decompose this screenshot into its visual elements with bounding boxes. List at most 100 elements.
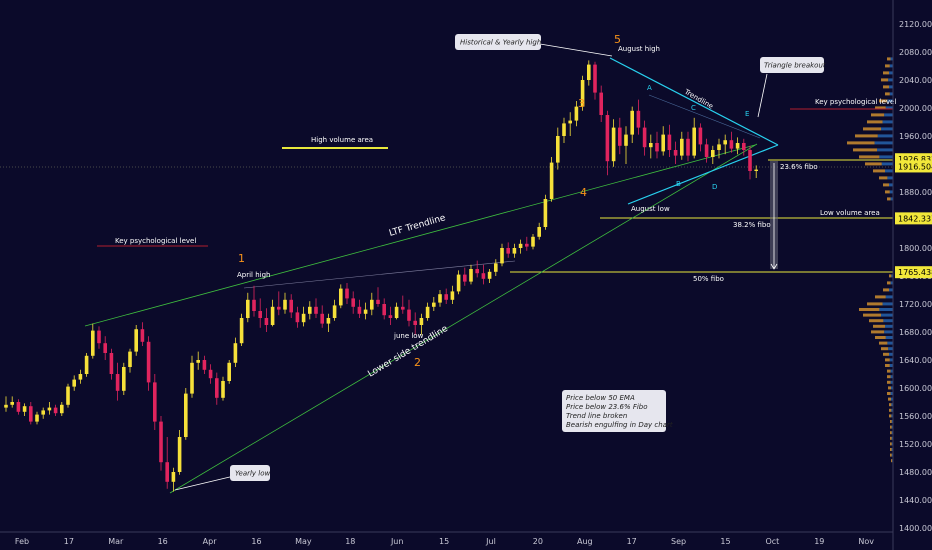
time-tick-label: Oct bbox=[765, 537, 779, 546]
volume-profile-bar bbox=[879, 99, 888, 103]
candle bbox=[47, 402, 52, 415]
point-d: D bbox=[712, 183, 717, 191]
drawing-lines bbox=[0, 43, 893, 494]
volume-profile-bar bbox=[889, 71, 893, 75]
candle bbox=[134, 325, 138, 356]
time-tick-label: 17 bbox=[627, 537, 637, 546]
volume-profile-bar bbox=[887, 176, 893, 180]
candle bbox=[289, 294, 293, 318]
candle-body bbox=[264, 318, 269, 325]
candle bbox=[735, 137, 740, 155]
volume-profile-bar bbox=[889, 358, 893, 362]
volume-profile-bar bbox=[863, 313, 881, 317]
time-tick-label: Mar bbox=[108, 537, 124, 546]
candle bbox=[227, 360, 231, 384]
candle bbox=[72, 375, 76, 391]
candle bbox=[171, 467, 176, 492]
candle bbox=[10, 396, 14, 408]
volume-profile-bar bbox=[890, 453, 892, 457]
measure-arrow-head bbox=[770, 263, 778, 270]
candle-body bbox=[91, 330, 95, 356]
fibo-382-label: 38.2% fibo bbox=[733, 221, 771, 229]
candle bbox=[153, 374, 157, 430]
april-high-label: April high bbox=[237, 271, 271, 279]
candle bbox=[122, 362, 126, 395]
candle-body bbox=[456, 274, 461, 292]
candle-body bbox=[84, 355, 89, 374]
candle-body bbox=[450, 291, 455, 300]
price-tick-label: 1720.000 bbox=[899, 300, 932, 309]
price-tick-label: 1800.000 bbox=[899, 244, 932, 253]
candle-body bbox=[686, 138, 690, 156]
candle-body bbox=[599, 92, 603, 115]
volume-profile-bar bbox=[887, 99, 893, 103]
price-tick-label: 2120.000 bbox=[899, 20, 932, 29]
candle bbox=[308, 301, 312, 320]
candle-body bbox=[78, 374, 83, 380]
volume-profile bbox=[847, 57, 893, 463]
candle bbox=[159, 416, 163, 471]
candle-body bbox=[326, 318, 331, 324]
candle-body bbox=[494, 263, 498, 272]
candle bbox=[556, 127, 560, 170]
candle bbox=[109, 348, 114, 380]
candle-body bbox=[444, 294, 448, 300]
candle-body bbox=[252, 299, 256, 311]
candle-body bbox=[649, 143, 653, 148]
price-tick-label: 1520.000 bbox=[899, 440, 932, 449]
volume-profile-bar bbox=[890, 57, 893, 61]
candle-body bbox=[109, 353, 114, 374]
notes-box bbox=[562, 390, 666, 432]
candle-body bbox=[301, 313, 306, 323]
candle bbox=[562, 117, 566, 143]
candle bbox=[246, 292, 250, 323]
candle-body bbox=[202, 360, 207, 370]
price-tick-label: 1480.000 bbox=[899, 468, 932, 477]
candles-layer bbox=[4, 60, 758, 492]
time-tick-label: Nov bbox=[858, 537, 874, 546]
volume-profile-bar bbox=[885, 336, 893, 339]
volume-profile-bar bbox=[884, 330, 893, 334]
note-1: Price below 50 EMA bbox=[566, 394, 635, 402]
candle-body bbox=[97, 330, 101, 344]
candle-body bbox=[128, 351, 132, 367]
candle-body bbox=[246, 299, 250, 318]
volume-profile-bar bbox=[890, 380, 893, 384]
candle-body bbox=[438, 294, 442, 303]
volume-profile-bar bbox=[869, 319, 884, 323]
candle-body bbox=[227, 362, 231, 381]
point-a: A bbox=[647, 84, 652, 92]
candle-body bbox=[692, 127, 696, 156]
candle bbox=[717, 138, 721, 159]
candle bbox=[692, 117, 696, 159]
triangle-upper bbox=[609, 57, 779, 146]
volume-profile-bar bbox=[887, 281, 891, 285]
candle bbox=[686, 131, 690, 162]
candle bbox=[450, 285, 455, 304]
volume-profile-bar bbox=[873, 324, 885, 328]
volume-profile-bar bbox=[888, 386, 891, 390]
candle bbox=[729, 131, 734, 153]
candle-body bbox=[177, 437, 182, 472]
candle-body bbox=[115, 374, 120, 391]
bubble-pointer-tri bbox=[757, 73, 768, 118]
candle-body bbox=[239, 318, 244, 344]
candle bbox=[16, 399, 21, 415]
candle bbox=[438, 290, 442, 307]
candle bbox=[401, 295, 405, 314]
candle-body bbox=[587, 64, 591, 80]
candle-body bbox=[432, 302, 436, 307]
low-volume-label: Low volume area bbox=[820, 209, 880, 217]
candle bbox=[370, 292, 374, 316]
price-tag-box bbox=[895, 160, 932, 173]
candle-body bbox=[717, 144, 721, 150]
volume-profile-bar bbox=[879, 176, 888, 180]
volume-profile-bar bbox=[881, 127, 893, 131]
candle bbox=[531, 234, 535, 250]
candle-body bbox=[611, 127, 616, 162]
key-level-left-label: Key psychological level bbox=[115, 237, 196, 245]
candle-body bbox=[556, 136, 560, 163]
key-level-right-label: Key psychological level bbox=[815, 98, 896, 106]
candle bbox=[481, 264, 486, 285]
